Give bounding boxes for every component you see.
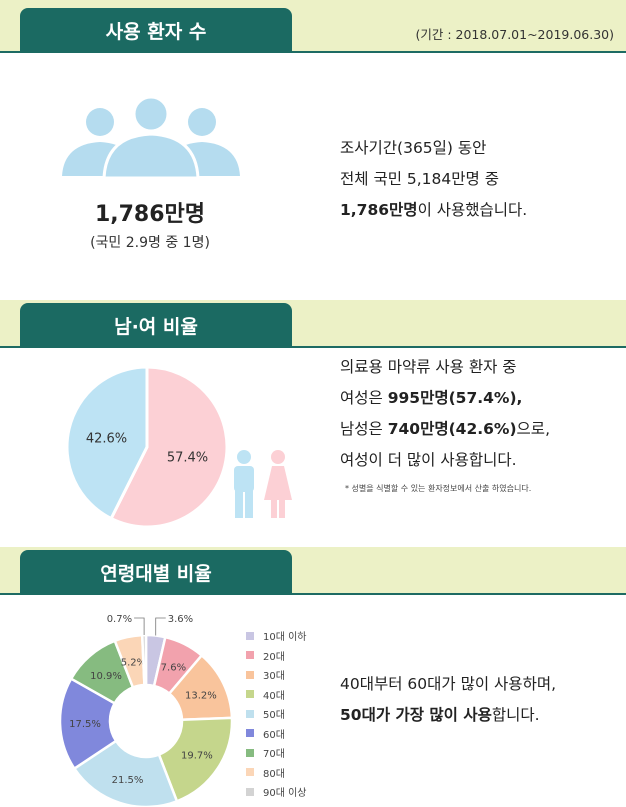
age-donut-chart: 3.6% 7.6% 13.2% 19.7% 21.5% 17.5% 10.9% 5.2% 0.7…: [58, 614, 234, 806]
highlight-female: 995만명(57.4%),: [387, 389, 523, 407]
person-figure-icon: [234, 450, 292, 518]
highlight-age: 50대가 가장 많이 사용: [340, 706, 492, 724]
gender-pie-chart: 57.4% 42.6%: [65, 365, 229, 529]
legend-label: 90대 이상: [263, 788, 307, 800]
desc-line: 조사기간(365일) 동안: [340, 139, 487, 157]
desc-line: 여성은 995만명(57.4%),: [340, 383, 550, 414]
desc-text: 남성은: [340, 420, 388, 438]
section-title-patients: 사용 환자 수: [20, 8, 292, 53]
desc-line: 50대가 가장 많이 사용합니다.: [340, 700, 556, 731]
legend-label: 40대: [263, 690, 285, 702]
legend-item: 60대: [246, 724, 307, 744]
legend-label: 60대: [263, 729, 285, 741]
gender-description: 의료용 마약류 사용 환자 중 여성은 995만명(57.4%), 남성은 74…: [340, 352, 550, 476]
donut-slice-90대 이상: [140, 633, 148, 687]
legend-label: 50대: [263, 710, 285, 722]
patients-description: 조사기간(365일) 동안 전체 국민 5,184만명 중 1,786만명이 사…: [340, 133, 527, 226]
legend-label: 80대: [263, 768, 285, 780]
donut-data-label: 0.7%: [107, 614, 132, 625]
legend-swatch: [246, 709, 254, 718]
legend-label: 10대 이하: [263, 632, 307, 644]
legend-label: 70대: [263, 749, 285, 761]
desc-text: 이 사용했습니다.: [417, 201, 528, 219]
desc-text: 여성은: [340, 389, 388, 407]
section-divider: [0, 593, 626, 595]
donut-data-label: 21.5%: [112, 775, 144, 786]
legend-item: 20대: [246, 646, 307, 666]
legend-item: 80대: [246, 763, 307, 783]
section-title-gender: 남·여 비율: [20, 303, 292, 348]
legend-swatch: [246, 690, 254, 699]
legend-swatch: [246, 787, 254, 796]
legend-swatch: [246, 748, 254, 757]
highlight-male: 740만명(42.6%): [387, 420, 517, 438]
pie-data-label: 57.4%: [167, 451, 208, 466]
legend-label: 20대: [263, 651, 285, 663]
highlight-total: 1,786만명: [340, 201, 418, 219]
donut-data-label: 5.2%: [121, 657, 146, 668]
people-icon: [62, 96, 240, 178]
leader-line: [155, 617, 166, 636]
section-divider: [0, 346, 626, 348]
legend-item: 70대: [246, 743, 307, 763]
donut-data-label: 13.2%: [185, 690, 217, 701]
age-legend: 10대 이하 20대 30대 40대 50대 60대 70대 80대 90대 이상: [246, 626, 307, 802]
donut-slice-60대: [58, 677, 118, 771]
donut-slice-40대: [157, 716, 234, 803]
legend-item: 30대: [246, 665, 307, 685]
desc-text: 으로,: [516, 420, 550, 438]
pie-slice-남성: [65, 365, 149, 521]
pie-slice-여성: [109, 365, 229, 529]
pie-data-label: 42.6%: [86, 431, 127, 446]
legend-item: 50대: [246, 704, 307, 724]
footnote: * 성별을 식별할 수 있는 환자정보에서 산출 하였습니다.: [345, 484, 532, 493]
age-description: 40대부터 60대가 많이 사용하며, 50대가 가장 많이 사용합니다.: [340, 669, 556, 731]
donut-data-label: 7.6%: [161, 662, 186, 673]
total-patients: 1,786만명: [94, 202, 206, 227]
legend-label: 30대: [263, 671, 285, 683]
legend-swatch: [246, 670, 254, 679]
legend-item: 90대 이상: [246, 782, 307, 802]
section-divider: [0, 51, 626, 53]
legend-item: 40대: [246, 685, 307, 705]
donut-data-label: 17.5%: [69, 719, 101, 730]
desc-line: 1,786만명이 사용했습니다.: [340, 195, 527, 226]
leader-line: [134, 617, 145, 636]
legend-item: 10대 이하: [246, 626, 307, 646]
desc-text: 합니다.: [491, 706, 540, 724]
legend-swatch: [246, 631, 254, 640]
legend-swatch: [246, 729, 254, 738]
donut-data-label: 19.7%: [181, 751, 213, 762]
legend-swatch: [246, 768, 254, 777]
donut-data-label: 10.9%: [90, 671, 122, 682]
period-label: (기간 : 2018.07.01~2019.06.30): [415, 27, 614, 42]
donut-slice-50대: [72, 739, 179, 806]
desc-line: 40대부터 60대가 많이 사용하며,: [340, 675, 557, 693]
desc-line: 전체 국민 5,184만명 중: [340, 170, 499, 188]
desc-line: 의료용 마약류 사용 환자 중: [340, 358, 517, 376]
legend-swatch: [246, 651, 254, 660]
patient-ratio: (국민 2.9명 중 1명): [90, 235, 210, 251]
desc-line: 남성은 740만명(42.6%)으로,: [340, 414, 550, 445]
desc-line: 여성이 더 많이 사용합니다.: [340, 451, 517, 469]
section-title-age: 연령대별 비율: [20, 550, 292, 595]
donut-data-label: 3.6%: [168, 614, 193, 625]
